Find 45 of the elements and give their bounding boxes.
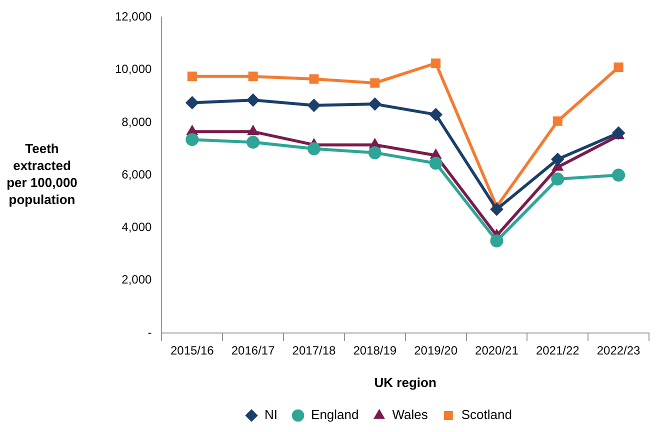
y-tick-label: 2,000: [122, 272, 152, 287]
point: [368, 146, 382, 160]
x-tick-label: 2016/17: [231, 344, 276, 358]
x-tick-label: 2019/20: [414, 344, 458, 358]
point: [248, 72, 258, 82]
point: [490, 234, 504, 248]
legend-label: NI: [264, 407, 278, 422]
point: [309, 74, 319, 84]
y-tick-label: 8,000: [122, 114, 152, 129]
y-tick-label: 4,000: [122, 220, 152, 234]
point: [490, 202, 504, 216]
x-tick-label: 2021/22: [536, 344, 580, 358]
x-tick-label: 2020/21: [475, 344, 519, 358]
y-tick-label: -: [148, 325, 152, 340]
legend-label: Wales: [392, 407, 428, 422]
y-tick-label: 6,000: [122, 167, 152, 182]
point: [247, 125, 259, 136]
legend-label: Scotland: [461, 407, 512, 422]
legend-label: England: [311, 407, 359, 422]
point: [368, 98, 382, 111]
x-tick-label: 2015/16: [170, 344, 214, 358]
point: [186, 133, 199, 146]
point: [370, 78, 380, 88]
point: [612, 168, 626, 182]
point: [246, 94, 260, 107]
point: [612, 126, 626, 140]
x-tick-label: 2022/23: [596, 344, 641, 358]
y-axis-title: Teeth extracted per 100,000 population: [6, 140, 78, 208]
point: [429, 156, 442, 170]
point: [187, 72, 197, 82]
x-tick-label: 2017/18: [292, 344, 336, 358]
x-axis-title: UK region: [374, 374, 436, 390]
point: [614, 62, 624, 72]
point: [551, 172, 564, 186]
point: [307, 142, 320, 156]
point: [552, 116, 562, 126]
y-tick-label: 10,000: [115, 62, 152, 76]
point: [431, 58, 441, 68]
point: [551, 152, 564, 166]
point: [246, 136, 260, 149]
x-tick-label: 2018/19: [353, 344, 397, 358]
point: [307, 98, 320, 112]
y-tick-label: 12,000: [115, 10, 152, 24]
point: [186, 96, 199, 110]
point: [429, 108, 442, 122]
